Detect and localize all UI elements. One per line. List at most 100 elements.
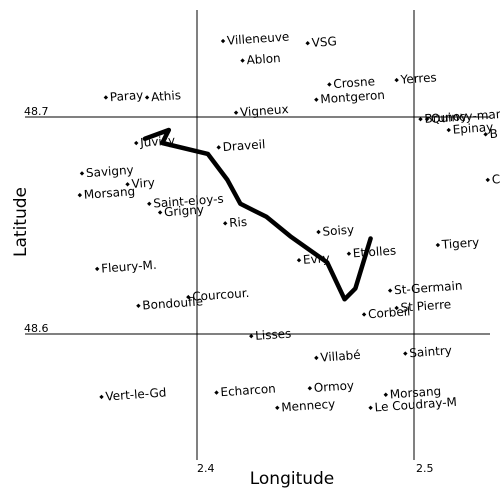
- town-label: Etiolles: [352, 243, 396, 260]
- town-marker: Vigneux: [233, 102, 289, 119]
- town-point: [144, 95, 150, 100]
- tick-label-lon-2-5: 2.5: [416, 462, 434, 475]
- town-point: [223, 221, 228, 226]
- tick-label-lon-2-4: 2.4: [197, 462, 215, 475]
- town-point: [307, 386, 313, 391]
- town-point: [157, 210, 163, 215]
- town-point: [346, 251, 352, 256]
- town-label: Le Coudray-M: [374, 395, 457, 415]
- town-marker: St-Germain: [387, 279, 463, 297]
- route-layer: [142, 127, 373, 302]
- town-marker: Soisy: [316, 223, 355, 239]
- town-marker: Ris: [223, 215, 248, 230]
- town-point: [240, 58, 245, 63]
- town-marker: Athis: [144, 88, 182, 104]
- town-point: [383, 392, 388, 397]
- town-label: Paray: [109, 88, 143, 104]
- town-label: Mennecy: [281, 397, 336, 415]
- town-point: [424, 116, 430, 122]
- town-point: [485, 177, 490, 183]
- town-label: Brunoy: [424, 109, 468, 126]
- town-point: [94, 266, 100, 272]
- town-label: Juvisy: [139, 133, 176, 149]
- town-label: Lisses: [255, 326, 292, 342]
- town-label: Savigny: [86, 163, 135, 180]
- town-label: Villeneuve: [227, 29, 290, 47]
- town-label: Evry: [303, 251, 331, 267]
- town-marker: Crosne: [327, 74, 375, 91]
- town-point: [403, 351, 408, 356]
- town-point: [134, 140, 139, 146]
- town-point: [79, 171, 85, 176]
- town-label: Quincy-mary: [431, 107, 500, 126]
- town-label: Vert-le-Gd: [105, 385, 167, 403]
- town-label: Epinay: [452, 120, 493, 137]
- x-axis-title: Longitude: [250, 469, 335, 489]
- town-marker: Quincy-mary: [424, 107, 500, 126]
- town-marker: Epinay: [446, 120, 494, 137]
- town-marker: Morsang: [77, 184, 136, 202]
- tick-label-lat-48-6: 48.6: [24, 322, 49, 335]
- town-marker: Saintry: [403, 343, 452, 360]
- town-marker: VSG: [305, 34, 337, 50]
- town-point: [316, 229, 321, 235]
- gridlines: [25, 10, 490, 460]
- town-marker: Viry: [125, 175, 155, 191]
- town-label: Ablon: [246, 51, 281, 67]
- town-point: [314, 97, 319, 102]
- town-label: Echarcon: [220, 381, 276, 399]
- town-marker: Fleury-M.: [94, 258, 157, 276]
- town-point: [99, 394, 104, 400]
- town-label: St Pierre: [400, 297, 451, 314]
- town-point: [233, 110, 239, 115]
- town-point: [327, 82, 332, 87]
- town-marker: Echarcon: [214, 381, 276, 399]
- town-label: Draveil: [222, 137, 266, 154]
- town-point: [147, 201, 152, 206]
- town-point: [418, 116, 423, 122]
- town-label: Courcour.: [192, 286, 250, 304]
- town-point: [136, 303, 141, 308]
- town-marker: Morsang: [383, 384, 442, 402]
- town-point: [387, 288, 393, 293]
- town-marker: Mennecy: [275, 397, 336, 415]
- town-label: Vigneux: [240, 102, 289, 119]
- town-marker: Draveil: [216, 137, 266, 154]
- town-label: Crosne: [333, 74, 376, 91]
- town-label: Corbeil: [368, 304, 411, 321]
- route-line: [142, 127, 373, 302]
- town-marker: Juvisy: [134, 133, 176, 150]
- town-marker: Villabé: [314, 348, 361, 365]
- town-label: Yerres: [399, 70, 437, 87]
- town-point: [214, 390, 219, 395]
- town-marker: Saint-eloy-s: [147, 192, 224, 211]
- town-marker: Courcour.: [186, 286, 250, 304]
- town-marker: Savigny: [79, 163, 135, 180]
- town-label: Soisy: [322, 223, 355, 239]
- town-marker: Grigny: [157, 202, 204, 219]
- town-point: [305, 41, 310, 46]
- town-marker: Ormoy: [307, 378, 354, 395]
- town-point: [220, 38, 226, 44]
- town-label: Ris: [229, 215, 248, 230]
- town-label: Saintry: [409, 343, 453, 360]
- town-label: Athis: [151, 88, 182, 104]
- town-label: Tigery: [440, 235, 479, 252]
- y-axis-title: Latitude: [11, 187, 31, 257]
- town-point: [275, 405, 280, 410]
- town-marker: Etiolles: [346, 243, 397, 260]
- town-marker: Corbeil: [361, 304, 411, 321]
- town-marker: Montgeron: [314, 88, 385, 106]
- town-layer: Villeneuve Ablon VSG Crosne Yerres Montgeron P…: [77, 29, 500, 415]
- tick-label-lat-48-7: 48.7: [24, 105, 49, 118]
- town-marker: St Pierre: [394, 297, 452, 315]
- town-point: [77, 192, 83, 198]
- town-label: Viry: [131, 175, 155, 191]
- town-label: Ormoy: [313, 378, 354, 395]
- town-marker: Evry: [296, 251, 331, 267]
- town-marker: Vert-le-Gd: [99, 385, 167, 404]
- town-marker: Lisses: [249, 326, 292, 343]
- town-point: [186, 294, 191, 300]
- town-point: [296, 258, 302, 263]
